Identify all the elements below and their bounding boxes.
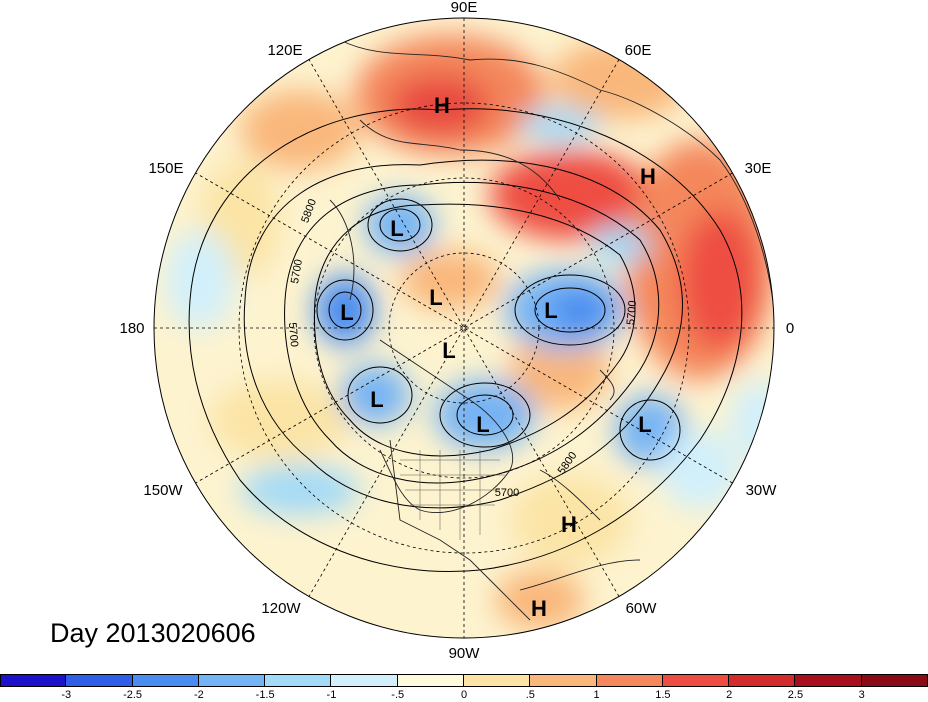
colorbar-tick-label: 2	[726, 689, 733, 701]
lon-label-120e: 120E	[267, 42, 302, 59]
colorbar-tick-label: -1.5	[255, 689, 275, 701]
low-center: L	[429, 285, 442, 310]
colorbar-segment	[530, 674, 597, 687]
colorbar-segment	[662, 674, 730, 687]
lon-label-0: 0	[786, 320, 794, 337]
colorbar-tick-label: -3	[61, 689, 72, 701]
colorbar-segment	[0, 674, 67, 687]
colorbar-segment	[66, 674, 133, 687]
low-center: L	[638, 412, 651, 437]
lon-label-90e: 90E	[451, 0, 478, 16]
low-center: L	[340, 300, 353, 325]
coastlines	[329, 39, 774, 621]
high-center: H	[561, 512, 577, 537]
colorbar-tick-label: -.5	[391, 689, 405, 701]
high-center: H	[640, 164, 656, 189]
date-title: Day 2013020606	[50, 618, 256, 648]
map-boundary	[153, 17, 775, 639]
colorbar-segment	[198, 674, 266, 687]
lon-label-150w: 150W	[143, 482, 183, 499]
low-center: L	[370, 387, 383, 412]
colorbar-segment	[331, 674, 398, 687]
colorbar-tick-label: -1	[326, 689, 337, 701]
contour-label: 5700	[495, 487, 519, 499]
colorbar-tick-label: 2.5	[787, 689, 804, 701]
colorbar-tick-label: 0	[460, 689, 468, 701]
high-center: H	[531, 596, 547, 621]
lon-label-120w: 120W	[261, 600, 301, 617]
low-center: L	[390, 216, 403, 241]
colorbar-segment	[596, 674, 663, 687]
us-state-lines	[400, 450, 505, 540]
colorbar-tick-label: -2	[193, 689, 204, 701]
colorbar-segment	[265, 674, 332, 687]
low-center: L	[476, 412, 489, 437]
lon-label-30w: 30W	[746, 482, 778, 499]
contour-label: 5700	[289, 258, 305, 284]
high-center: H	[434, 93, 450, 118]
lon-label-150e: 150E	[148, 160, 183, 177]
lon-label-90w: 90W	[449, 645, 481, 662]
colorbar-tick-label: .5	[525, 689, 535, 701]
colorbar-segment	[729, 674, 796, 687]
colorbar-segment	[397, 674, 464, 687]
colorbar-tick-label: 1.5	[655, 689, 671, 701]
colorbar-segment	[132, 674, 199, 687]
colorbar-frame	[0, 674, 928, 687]
colorbar-tick-label: -2.5	[123, 689, 143, 701]
height-contours	[188, 108, 743, 573]
colorbar-segment	[464, 674, 531, 687]
lon-label-180: 180	[119, 320, 144, 337]
colorbar-tick-label: 1	[593, 689, 600, 701]
colorbar-segment	[795, 674, 862, 687]
lon-label-60e: 60E	[625, 42, 652, 59]
colorbar: -3 -2.5 -2 -1.5 -1 -.5 0 .5 1 1.5 2 2.5 3	[0, 674, 928, 702]
colorbar-tick-label: 3	[858, 689, 865, 701]
low-center: L	[544, 298, 557, 323]
contour-label: 5700	[286, 322, 300, 347]
low-center: L	[442, 338, 455, 363]
contour-label: 5700	[625, 300, 639, 325]
lon-label-60w: 60W	[626, 600, 658, 617]
anomaly-field	[154, 18, 774, 638]
lon-label-30e: 30E	[745, 160, 772, 177]
graticule	[154, 18, 774, 638]
